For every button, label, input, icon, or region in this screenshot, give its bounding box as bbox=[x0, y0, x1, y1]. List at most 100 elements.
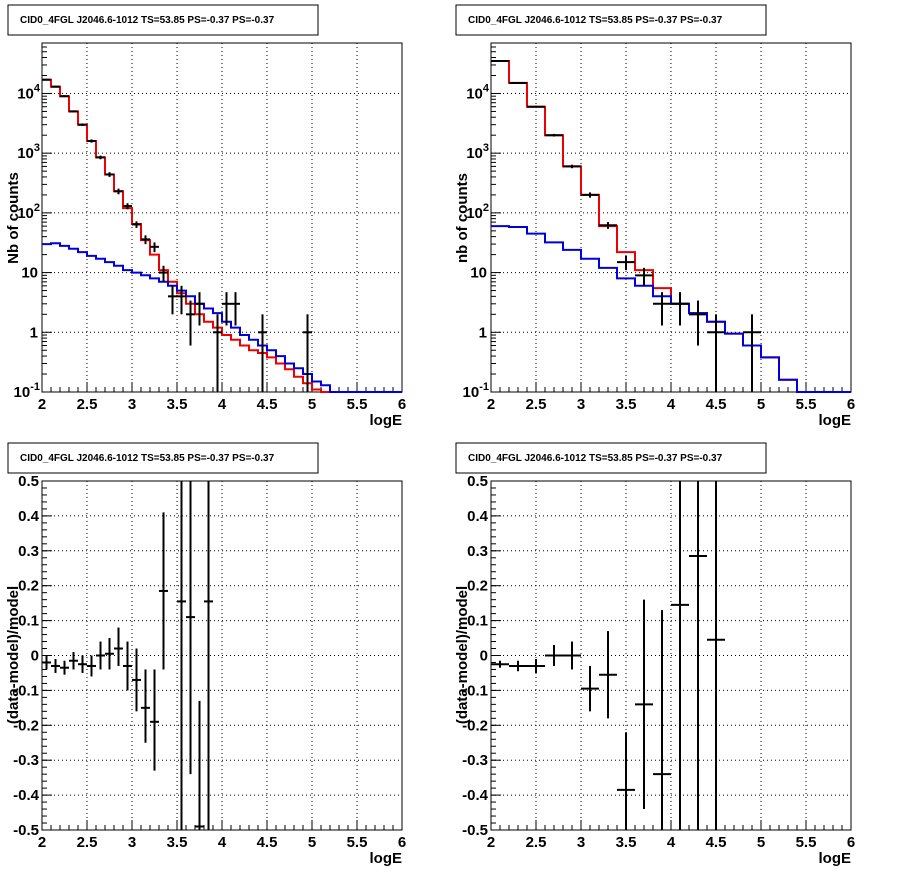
x-tick-label: 4.5 bbox=[257, 834, 278, 851]
data-point bbox=[204, 481, 213, 830]
y-tick-label: 102 bbox=[466, 202, 489, 222]
y-tick-label: 1 bbox=[30, 324, 38, 341]
y-tick-label: -0.4 bbox=[462, 787, 489, 804]
x-tick-label: 3 bbox=[577, 396, 585, 413]
data-point bbox=[150, 669, 159, 771]
data-point bbox=[132, 221, 141, 228]
data-point bbox=[303, 314, 312, 392]
y-tick-label: 0.3 bbox=[467, 543, 488, 560]
data-point bbox=[177, 481, 186, 830]
title-box bbox=[455, 442, 767, 474]
x-tick-label: 4 bbox=[667, 834, 676, 851]
total-model-histogram bbox=[42, 78, 402, 393]
x-tick-label: 4 bbox=[218, 396, 227, 413]
y-tick-label: -0.5 bbox=[13, 822, 39, 839]
y-tick-label: 0.2 bbox=[467, 578, 488, 595]
data-point bbox=[231, 292, 240, 326]
data-point bbox=[527, 105, 545, 108]
data-point bbox=[743, 314, 761, 392]
y-tick-label: 102 bbox=[17, 202, 40, 222]
data-point bbox=[159, 265, 168, 282]
x-axis-label: logE bbox=[370, 412, 403, 429]
x-tick-label: 3.5 bbox=[167, 396, 188, 413]
x-tick-label: 5 bbox=[308, 834, 316, 851]
data-point bbox=[617, 255, 635, 271]
data-point bbox=[105, 172, 114, 177]
data-point bbox=[671, 292, 689, 326]
data-point bbox=[96, 641, 105, 670]
x-tick-label: 5 bbox=[757, 396, 765, 413]
x-tick-label: 4.5 bbox=[257, 396, 278, 413]
data-point bbox=[123, 641, 132, 691]
title-box bbox=[7, 4, 319, 36]
y-tick-label: 0.1 bbox=[18, 613, 39, 630]
x-tick-label: 3.5 bbox=[616, 396, 637, 413]
data-point bbox=[141, 669, 150, 743]
data-point bbox=[114, 188, 123, 195]
x-tick-label: 6 bbox=[847, 834, 855, 851]
y-tick-label: -0.4 bbox=[13, 787, 40, 804]
chart-panel-1: CID0_4FGL J2046.6-1012 TS=53.85 PS=-0.37… bbox=[5, 4, 406, 429]
data-point bbox=[635, 267, 653, 286]
data-point bbox=[78, 123, 87, 127]
data-point bbox=[258, 314, 267, 392]
data-point bbox=[509, 660, 527, 672]
component-model-histogram bbox=[42, 242, 402, 393]
x-tick-label: 5 bbox=[757, 834, 765, 851]
chart-title: CID0_4FGL J2046.6-1012 TS=53.85 PS=-0.37… bbox=[468, 15, 723, 26]
x-tick-label: 2.5 bbox=[77, 396, 98, 413]
data-point bbox=[132, 648, 141, 712]
x-tick-label: 3 bbox=[128, 834, 136, 851]
y-tick-label: 0.5 bbox=[467, 473, 488, 490]
data-point bbox=[509, 81, 527, 84]
x-tick-label: 2.5 bbox=[77, 834, 98, 851]
data-point bbox=[42, 78, 51, 81]
x-tick-label: 3.5 bbox=[167, 834, 188, 851]
data-point bbox=[69, 110, 78, 113]
total-model-histogram bbox=[491, 60, 851, 393]
data-point bbox=[635, 599, 653, 810]
y-tick-label: 0.3 bbox=[18, 543, 39, 560]
x-tick-label: 4.5 bbox=[706, 396, 727, 413]
x-tick-label: 6 bbox=[847, 396, 855, 413]
chart-panel-4: CID0_4FGL J2046.6-1012 TS=53.85 PS=-0.37… bbox=[454, 442, 855, 867]
x-tick-label: 5.5 bbox=[796, 834, 817, 851]
y-tick-label: 104 bbox=[17, 82, 41, 102]
data-point bbox=[689, 481, 707, 830]
y-tick-label: 0.1 bbox=[467, 613, 488, 630]
x-tick-label: 3 bbox=[128, 396, 136, 413]
y-tick-label: -0.1 bbox=[462, 682, 488, 699]
title-box bbox=[7, 442, 319, 474]
data-point bbox=[150, 242, 159, 253]
data-point bbox=[581, 665, 599, 712]
data-point bbox=[599, 222, 617, 229]
data-point bbox=[671, 481, 689, 830]
data-point bbox=[653, 610, 671, 830]
x-tick-label: 2 bbox=[38, 834, 46, 851]
x-tick-label: 5.5 bbox=[347, 396, 368, 413]
data-point bbox=[51, 85, 60, 88]
y-tick-label: 104 bbox=[466, 82, 490, 102]
x-tick-label: 5.5 bbox=[347, 834, 368, 851]
x-axis-label: logE bbox=[819, 850, 852, 867]
y-tick-label: -0.3 bbox=[13, 752, 39, 769]
data-point bbox=[96, 155, 105, 160]
y-tick-label: 0.5 bbox=[18, 473, 39, 490]
data-point bbox=[707, 314, 725, 392]
chart-title: CID0_4FGL J2046.6-1012 TS=53.85 PS=-0.37… bbox=[20, 453, 275, 464]
x-tick-label: 3 bbox=[577, 834, 585, 851]
y-tick-label: 0 bbox=[31, 648, 39, 665]
y-tick-label: 10-1 bbox=[463, 381, 489, 401]
y-tick-label: 0.4 bbox=[467, 508, 489, 525]
data-point bbox=[87, 655, 96, 677]
y-axis-label: Nb of counts bbox=[5, 172, 22, 264]
y-tick-label: -0.3 bbox=[462, 752, 488, 769]
chart-panel-2: CID0_4FGL J2046.6-1012 TS=53.85 PS=-0.37… bbox=[454, 4, 855, 429]
x-tick-label: 3.5 bbox=[616, 834, 637, 851]
data-point bbox=[60, 660, 69, 675]
x-axis-label: logE bbox=[370, 850, 403, 867]
data-point bbox=[195, 292, 204, 326]
data-point bbox=[69, 652, 78, 670]
data-point bbox=[617, 732, 635, 830]
